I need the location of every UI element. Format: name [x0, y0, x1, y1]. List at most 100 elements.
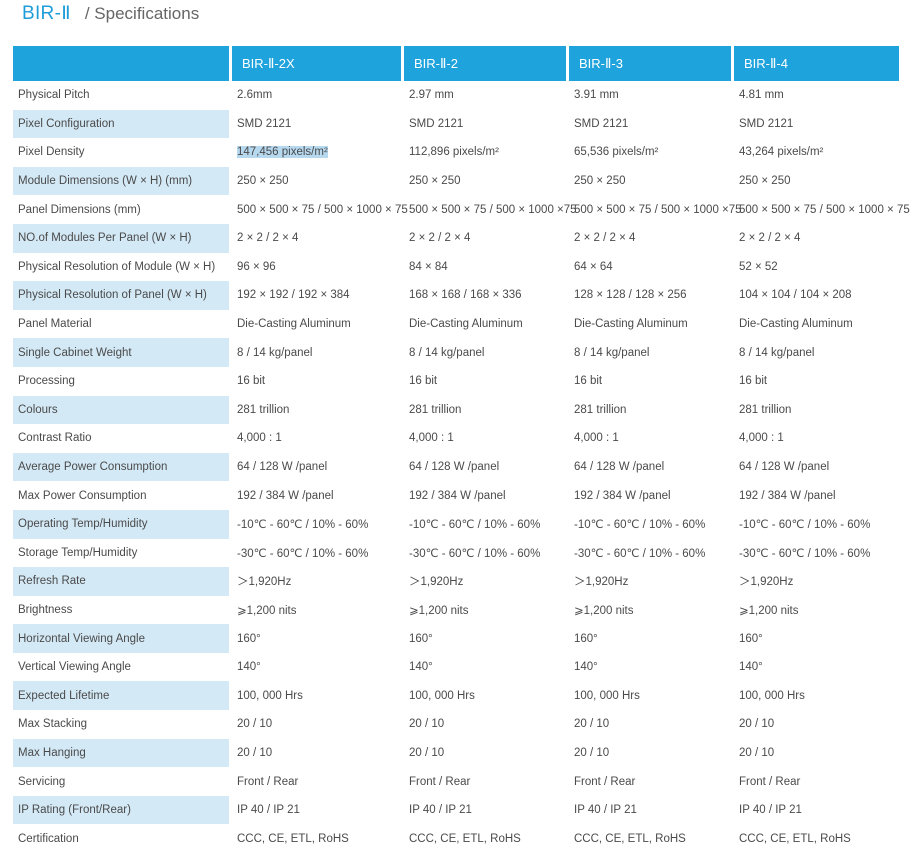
header-corner-cell: [13, 46, 229, 81]
spec-value: Die-Casting Aluminum: [229, 310, 401, 339]
spec-value-text: 250 × 250: [409, 175, 461, 188]
spec-value: ⩾1,200 nits: [229, 596, 401, 625]
spec-label: Horizontal Viewing Angle: [13, 624, 229, 653]
spec-value: 64 / 128 W /panel: [566, 453, 731, 482]
spec-value: 192 / 384 W /panel: [401, 481, 566, 510]
spec-value: IP 40 / IP 21: [566, 796, 731, 825]
spec-value-text: Front / Rear: [237, 775, 299, 788]
spec-value: IP 40 / IP 21: [401, 796, 566, 825]
column-header: BIR-Ⅱ-2: [401, 46, 566, 81]
spec-value: 2 × 2 / 2 × 4: [566, 224, 731, 253]
spec-value-text: ⩾1,200 nits: [237, 604, 297, 617]
spec-label: Colours: [13, 395, 229, 425]
spec-value-text: 2.97 mm: [409, 89, 454, 102]
spec-value: 128 × 128 / 128 × 256: [566, 281, 731, 310]
spec-value-text: 64 / 128 W /panel: [739, 461, 830, 474]
spec-value: IP 40 / IP 21: [731, 796, 899, 825]
spec-value: 2 × 2 / 2 × 4: [229, 224, 401, 253]
spec-value-text: 281 trillion: [739, 403, 792, 416]
spec-value-text: 192 / 384 W /panel: [574, 489, 671, 502]
spec-value: 100, 000 Hrs: [229, 681, 401, 710]
column-header: BIR-Ⅱ-3: [566, 46, 731, 81]
spec-value-text: 52 × 52: [739, 260, 778, 273]
spec-label: Physical Resolution of Module (W × H): [18, 260, 216, 273]
spec-value-text: 64 / 128 W /panel: [574, 461, 665, 474]
spec-value-text: 20 / 10: [409, 718, 445, 731]
spec-value: 8 / 14 kg/panel: [731, 338, 899, 367]
spec-value-text: ⩾1,200 nits: [409, 604, 469, 617]
spec-value-text: ⩾1,200 nits: [574, 604, 634, 617]
spec-value-text: 20 / 10: [237, 746, 273, 759]
spec-value-text: 500 × 500 × 75 / 500 × 1000 × 75: [237, 203, 408, 216]
spec-value: 4,000 : 1: [731, 424, 899, 453]
spec-value: 4,000 : 1: [401, 424, 566, 453]
spec-label: Panel Dimensions (mm): [18, 203, 141, 216]
spec-value: 64 / 128 W /panel: [229, 453, 401, 482]
table-row: Pixel Configuration SMD 2121 SMD 2121 SMD 2…: [13, 109, 899, 139]
page-title: BIR-Ⅱ / Specifications: [22, 2, 199, 32]
spec-value: CCC, CE, ETL, RoHS: [401, 824, 566, 853]
spec-label: Max Hanging: [13, 738, 229, 768]
spec-value-text: 20 / 10: [574, 718, 610, 731]
table-row: NO.of Modules Per Panel (W × H) 2 × 2 / 2…: [13, 223, 899, 253]
table-row: Panel Dimensions (mm) 500 × 500 × 75 / 50…: [13, 195, 910, 224]
spec-value-text: 160°: [237, 632, 261, 645]
spec-label: NO.of Modules Per Panel (W × H): [13, 223, 229, 253]
spec-value: Die-Casting Aluminum: [731, 310, 899, 339]
table-row: Single Cabinet Weight 8 / 14 kg/panel 8 / …: [13, 338, 899, 367]
spec-value-text: -30℃ - 60℃ / 10% - 60%: [574, 547, 706, 560]
spec-value: 20 / 10: [401, 739, 566, 768]
spec-value: 192 / 384 W /panel: [731, 481, 899, 510]
spec-label: Pixel Configuration: [13, 109, 229, 139]
spec-value: -10℃ - 60℃ / 10% - 60%: [401, 510, 566, 539]
table-row: Expected Lifetime 100, 000 Hrs 100, 000 Hr…: [13, 681, 899, 711]
spec-value-text: 2 × 2 / 2 × 4: [739, 232, 801, 245]
table-row: Vertical Viewing Angle 140° 140° 140° 140°: [13, 653, 899, 682]
spec-value-text: CCC, CE, ETL, RoHS: [409, 832, 521, 845]
spec-value: CCC, CE, ETL, RoHS: [229, 824, 401, 853]
spec-value: -30℃ - 60℃ / 10% - 60%: [731, 539, 899, 568]
spec-value: ⩾1,200 nits: [731, 596, 899, 625]
spec-label: Processing: [18, 375, 75, 388]
specifications-table: BIR-Ⅱ-2X BIR-Ⅱ-2 BIR-Ⅱ-3 BIR-Ⅱ-4 Physica…: [13, 46, 910, 853]
spec-value: Die-Casting Aluminum: [566, 310, 731, 339]
spec-value: -30℃ - 60℃ / 10% - 60%: [401, 539, 566, 568]
spec-value: 147,456 pixels/m²: [229, 138, 401, 167]
spec-value-text: 2 × 2 / 2 × 4: [409, 232, 471, 245]
spec-value: 4.81 mm: [731, 81, 899, 110]
spec-value: 2 × 2 / 2 × 4: [401, 224, 566, 253]
spec-label: Pixel Density: [18, 146, 85, 159]
spec-value-text: 500 × 500 × 75 / 500 × 1000 × 75: [739, 203, 910, 216]
spec-value: IP 40 / IP 21: [229, 796, 401, 825]
spec-value-text: 140°: [237, 661, 261, 674]
spec-value: 84 × 84: [401, 253, 566, 282]
spec-value: ＞1,920Hz: [229, 567, 401, 596]
spec-value-text: 2 × 2 / 2 × 4: [574, 232, 636, 245]
spec-value: 4,000 : 1: [566, 424, 731, 453]
spec-value: 8 / 14 kg/panel: [229, 338, 401, 367]
spec-value: 8 / 14 kg/panel: [401, 338, 566, 367]
table-row: Colours 281 trillion 281 trillion 281 trill…: [13, 395, 899, 425]
spec-value-text: ＞1,920Hz: [409, 576, 464, 589]
spec-value: 100, 000 Hrs: [731, 681, 899, 710]
spec-value: -10℃ - 60℃ / 10% - 60%: [731, 510, 899, 539]
spec-value-text: 64 × 64: [574, 260, 613, 273]
spec-value: Front / Rear: [229, 767, 401, 796]
table-row: Certification CCC, CE, ETL, RoHS CCC, CE, …: [13, 824, 899, 853]
spec-value-text: 20 / 10: [237, 718, 273, 731]
table-row: Module Dimensions (W × H) (mm) 250 × 250 2…: [13, 166, 899, 196]
spec-value: Front / Rear: [401, 767, 566, 796]
spec-value-text: 192 / 384 W /panel: [409, 489, 506, 502]
spec-value: 281 trillion: [731, 396, 899, 425]
spec-value-text: ＞1,920Hz: [574, 576, 629, 589]
product-model-title: BIR-Ⅱ: [22, 3, 71, 24]
spec-value: ＞1,920Hz: [401, 567, 566, 596]
spec-value-text: 192 / 384 W /panel: [739, 489, 836, 502]
spec-value-text: -30℃ - 60℃ / 10% - 60%: [237, 547, 369, 560]
spec-value: 16 bit: [566, 367, 731, 396]
spec-value-text: 2.6mm: [237, 89, 273, 102]
spec-value: 20 / 10: [229, 739, 401, 768]
spec-value-text: 500 × 500 × 75 / 500 × 1000 ×75: [409, 203, 577, 216]
spec-value-text: Die-Casting Aluminum: [739, 318, 853, 331]
spec-label: Max Power Consumption: [18, 489, 147, 502]
